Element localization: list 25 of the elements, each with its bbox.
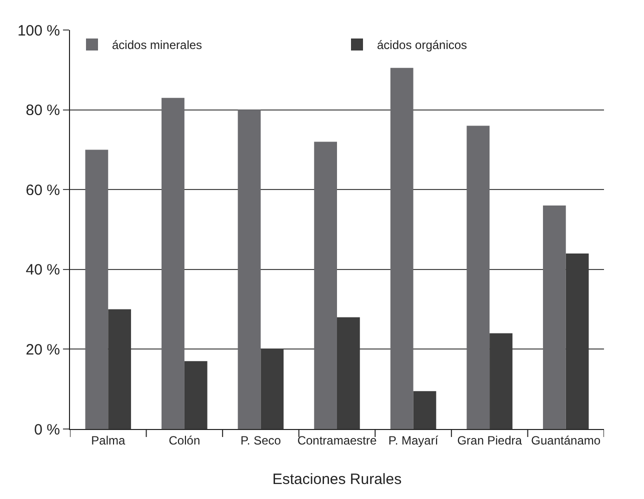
y-tick-label: 20 % <box>26 341 60 358</box>
x-tick-label: Palma <box>91 433 126 448</box>
y-tick-label: 40 % <box>26 262 60 279</box>
bar <box>314 142 337 429</box>
bar <box>184 361 208 429</box>
bar <box>390 68 414 429</box>
bar <box>162 98 184 429</box>
x-tick-label: P. Mayarí <box>388 433 439 448</box>
x-tick-label: Contramaestre <box>297 433 378 448</box>
x-tick-label: P. Seco <box>240 433 282 448</box>
bar <box>85 150 108 429</box>
y-tick-label: 80 % <box>26 102 60 120</box>
y-tick-label: 60 % <box>26 182 60 199</box>
bar <box>238 110 261 429</box>
y-tick-label: 100 % <box>17 22 60 40</box>
x-tick-label: Colón <box>168 433 200 448</box>
y-tick-label: 0 % <box>34 421 60 438</box>
bar <box>466 126 490 429</box>
legend-label: ácidos minerales <box>112 38 202 52</box>
x-axis-title: Estaciones Rurales <box>272 471 402 488</box>
x-tick-label: Gran Piedra <box>457 433 522 448</box>
bar <box>413 391 436 429</box>
x-tick-label: Guantánamo <box>531 433 601 448</box>
bar <box>542 206 566 429</box>
legend-label: ácidos orgánicos <box>377 38 468 52</box>
